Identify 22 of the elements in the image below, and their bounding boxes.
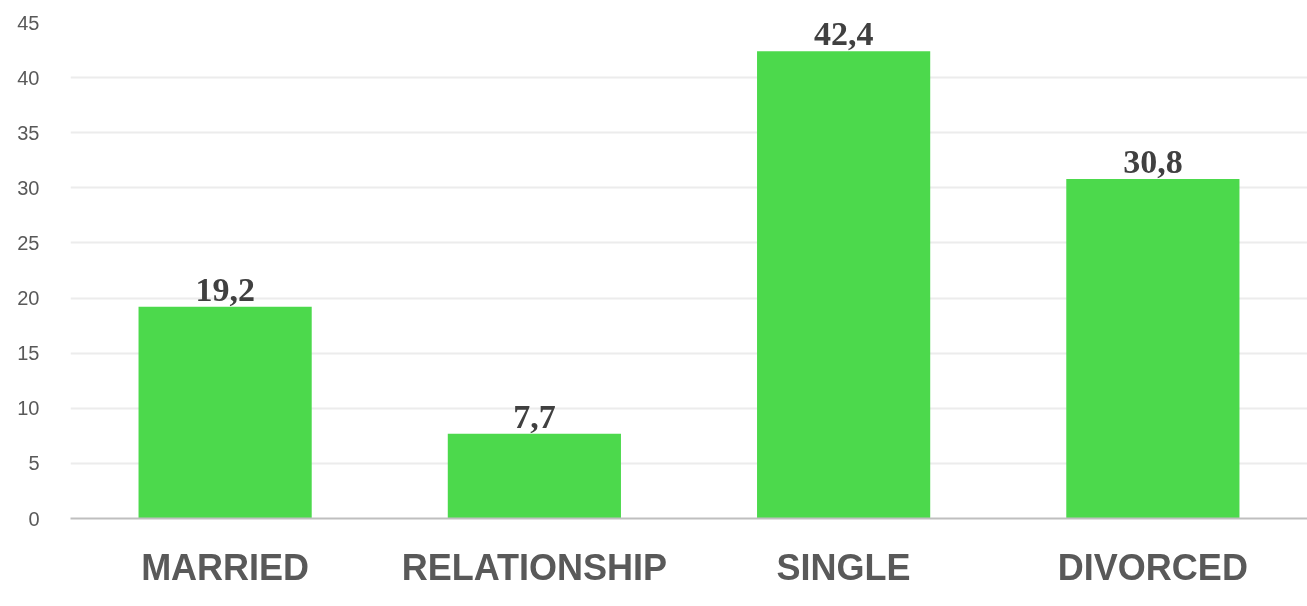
data-label: 30,8 <box>1123 143 1183 181</box>
y-tick-label: 20 <box>17 287 40 310</box>
bar <box>138 306 312 519</box>
data-label: 7,7 <box>513 397 556 435</box>
x-tick-label: DIVORCED <box>1057 546 1248 588</box>
y-tick-label: 25 <box>17 231 40 254</box>
y-tick-label: 15 <box>17 342 40 365</box>
bar <box>757 51 931 519</box>
bar <box>447 433 621 519</box>
x-tick-label: SINGLE <box>776 546 911 588</box>
x-tick-label: RELATIONSHIP <box>401 546 668 588</box>
bar <box>1066 179 1240 519</box>
y-tick-label: 30 <box>17 176 40 199</box>
y-tick-label: 35 <box>17 121 40 144</box>
y-tick-label: 5 <box>28 452 40 475</box>
y-tick-label: 10 <box>17 397 40 420</box>
x-tick-label: MARRIED <box>141 546 310 588</box>
y-tick-label: 0 <box>28 507 40 530</box>
y-tick-label: 40 <box>17 66 40 89</box>
data-label: 42,4 <box>813 15 874 53</box>
data-label: 19,2 <box>195 270 255 308</box>
y-tick-label: 45 <box>17 11 40 34</box>
